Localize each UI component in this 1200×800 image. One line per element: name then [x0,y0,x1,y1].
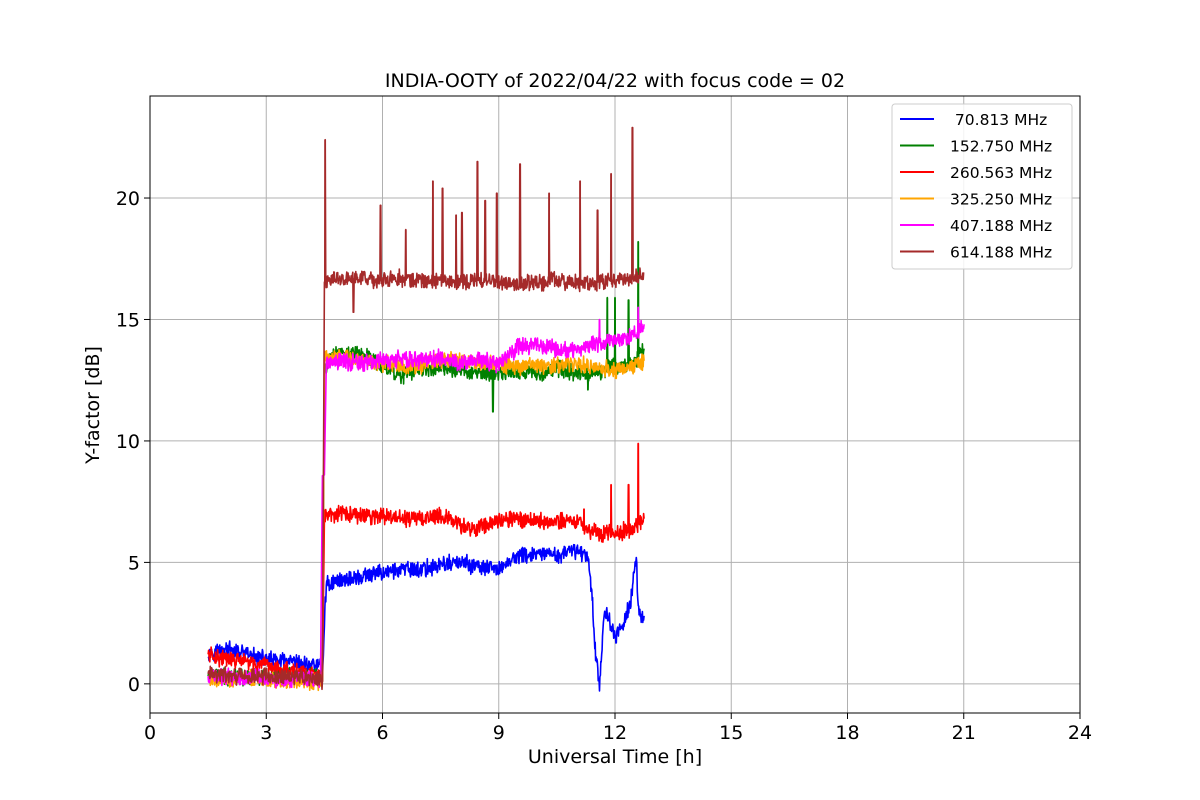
x-tick-label: 21 [952,722,976,744]
legend: 70.813 MHz 152.750 MHz 260.563 MHz 325.250 … [891,103,1073,270]
y-tick-label: 5 [128,552,140,574]
x-tick-label: 24 [1068,722,1092,744]
x-tick-label: 18 [835,722,859,744]
x-tick-label: 6 [376,722,388,744]
legend-entry: 70.813 MHz [950,111,1047,129]
x-axis-label: Universal Time [h] [528,746,702,768]
y-tick-label: 0 [128,674,140,696]
legend-box [891,103,1073,270]
y-tick-label: 10 [116,431,140,453]
y-axis-ticks: 0 5 10 15 20 [116,188,150,696]
legend-entry: 407.188 MHz [950,217,1052,235]
x-tick-label: 15 [719,722,743,744]
series-lines [207,126,645,692]
x-tick-label: 12 [603,722,627,744]
series-line [207,543,645,692]
y-tick-label: 20 [116,188,140,210]
y-axis-label: Y-factor [dB] [82,346,104,465]
legend-entry: 325.250 MHz [950,191,1052,209]
y-tick-label: 15 [116,309,140,331]
x-tick-label: 0 [144,722,156,744]
legend-entry: 152.750 MHz [950,138,1052,156]
chart-title: INDIA-OOTY of 2022/04/22 with focus code… [385,70,845,92]
series-line [207,126,645,691]
x-axis-ticks: 0 3 6 9 12 15 18 21 24 [144,713,1092,744]
legend-entry: 260.563 MHz [950,164,1052,182]
x-tick-label: 3 [260,722,272,744]
x-tick-label: 9 [493,722,505,744]
legend-entry: 614.188 MHz [950,244,1052,262]
